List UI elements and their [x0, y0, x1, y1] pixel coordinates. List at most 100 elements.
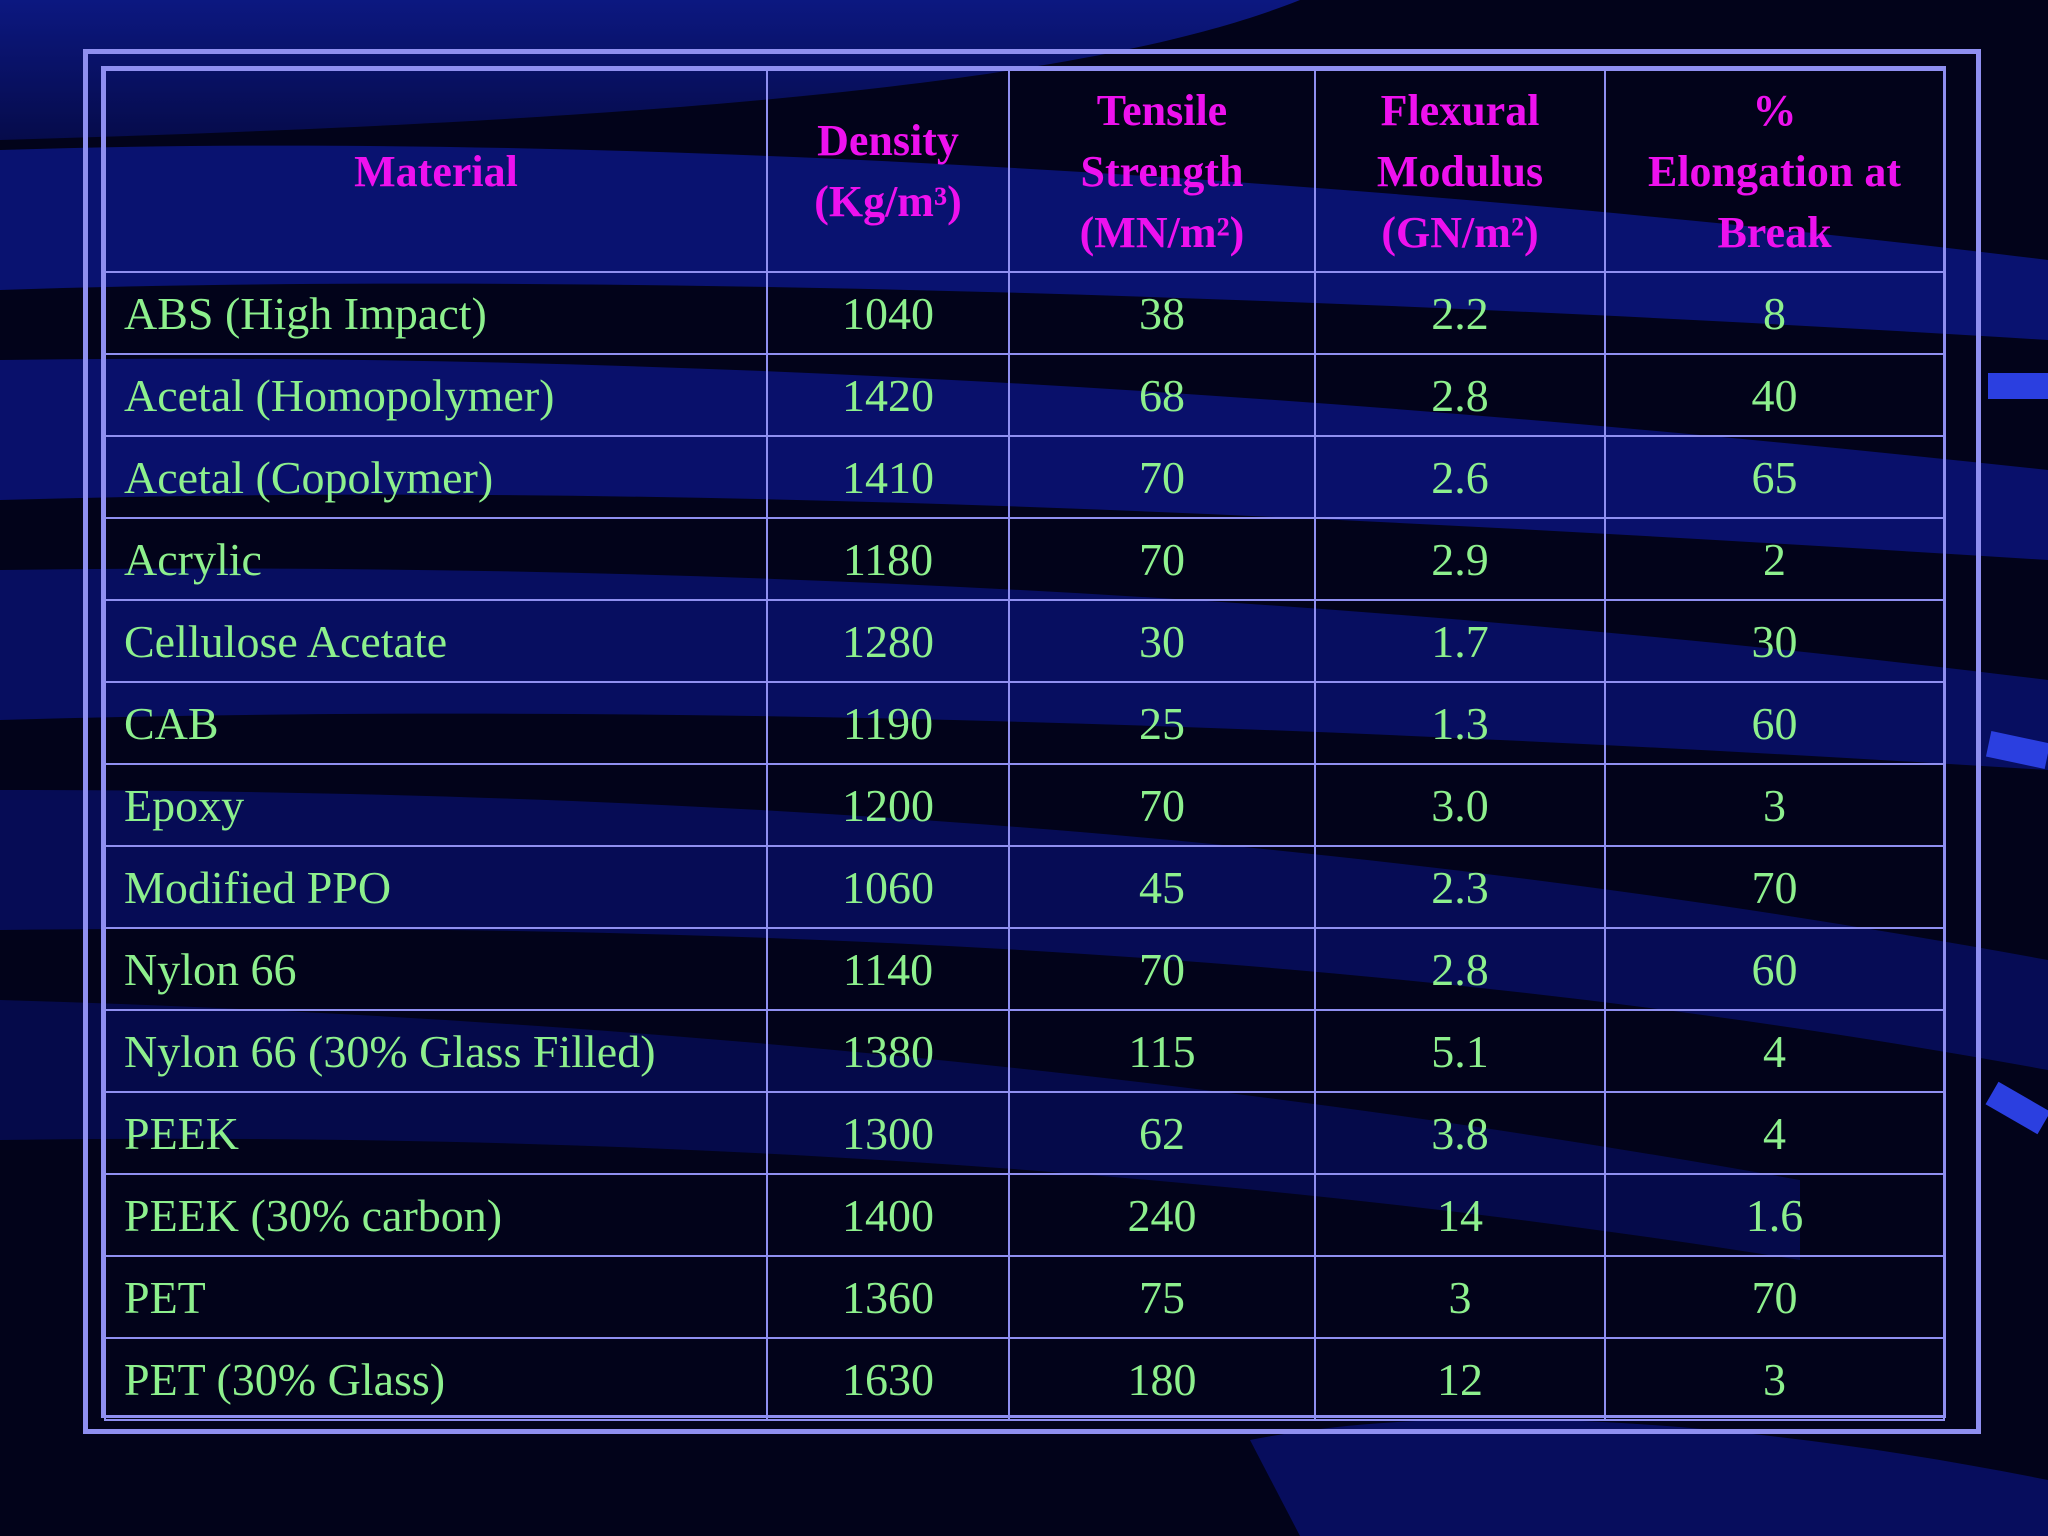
cell-flexural-modulus: 3: [1314, 1255, 1606, 1339]
header-row: Material Density (Kg/m³) Tensile Strengt…: [104, 69, 1945, 273]
header-line: Elongation at: [1647, 146, 1902, 196]
cell-tensile-strength: 38: [1008, 271, 1316, 355]
cell-elongation: 70: [1604, 1255, 1945, 1339]
cell-material: Nylon 66: [104, 927, 768, 1011]
header-line: Flexural: [1380, 85, 1540, 135]
table-row: PET (30% Glass) 1630 180 12 3: [104, 1337, 1945, 1421]
cell-material: Cellulose Acetate: [104, 599, 768, 683]
cell-elongation: 40: [1604, 353, 1945, 437]
header-line: Modulus: [1376, 146, 1544, 196]
cell-density: 1140: [766, 927, 1010, 1011]
cell-density: 1400: [766, 1173, 1010, 1257]
cell-elongation: 3: [1604, 1337, 1945, 1421]
header-line: (GN/m²): [1381, 207, 1539, 257]
cell-density: 1190: [766, 681, 1010, 765]
cell-flexural-modulus: 2.6: [1314, 435, 1606, 519]
table-row: ABS (High Impact) 1040 38 2.2 8: [104, 271, 1945, 355]
cell-tensile-strength: 70: [1008, 763, 1316, 847]
cell-flexural-modulus: 3.0: [1314, 763, 1606, 847]
header-line: Strength: [1080, 146, 1244, 196]
header-line: Material: [354, 146, 518, 196]
cell-elongation: 60: [1604, 927, 1945, 1011]
cell-tensile-strength: 45: [1008, 845, 1316, 929]
table-body: ABS (High Impact) 1040 38 2.2 8 Acetal (Homop…: [104, 271, 1945, 1421]
cell-density: 1280: [766, 599, 1010, 683]
cell-density: 1420: [766, 353, 1010, 437]
accent-tab-1: [1988, 373, 2048, 399]
table-row: Acetal (Homopolymer) 1420 68 2.8 40: [104, 353, 1945, 437]
cell-flexural-modulus: 5.1: [1314, 1009, 1606, 1093]
cell-density: 1060: [766, 845, 1010, 929]
table-row: Cellulose Acetate 1280 30 1.7 30: [104, 599, 1945, 683]
table-row: Modified PPO 1060 45 2.3 70: [104, 845, 1945, 929]
table-row: CAB 1190 25 1.3 60: [104, 681, 1945, 765]
table-row: Nylon 66 (30% Glass Filled) 1380 115 5.1 4: [104, 1009, 1945, 1093]
cell-density: 1040: [766, 271, 1010, 355]
cell-flexural-modulus: 2.3: [1314, 845, 1606, 929]
cell-density: 1380: [766, 1009, 1010, 1093]
cell-material: Acetal (Homopolymer): [104, 353, 768, 437]
cell-density: 1630: [766, 1337, 1010, 1421]
cell-tensile-strength: 75: [1008, 1255, 1316, 1339]
cell-material: CAB: [104, 681, 768, 765]
header-line: Density: [817, 116, 959, 165]
cell-density: 1360: [766, 1255, 1010, 1339]
cell-density: 1200: [766, 763, 1010, 847]
cell-material: Epoxy: [104, 763, 768, 847]
cell-tensile-strength: 62: [1008, 1091, 1316, 1175]
cell-elongation: 4: [1604, 1091, 1945, 1175]
cell-density: 1300: [766, 1091, 1010, 1175]
cell-flexural-modulus: 3.8: [1314, 1091, 1606, 1175]
table-row: Acrylic 1180 70 2.9 2: [104, 517, 1945, 601]
cell-elongation: 70: [1604, 845, 1945, 929]
cell-material: Acetal (Copolymer): [104, 435, 768, 519]
cell-tensile-strength: 70: [1008, 435, 1316, 519]
cell-elongation: 30: [1604, 599, 1945, 683]
cell-material: Acrylic: [104, 517, 768, 601]
cell-flexural-modulus: 12: [1314, 1337, 1606, 1421]
cell-flexural-modulus: 2.9: [1314, 517, 1606, 601]
header-line: %: [1752, 85, 1797, 135]
cell-elongation: 60: [1604, 681, 1945, 765]
cell-density: 1180: [766, 517, 1010, 601]
cell-elongation: 8: [1604, 271, 1945, 355]
material-properties-table: Material Density (Kg/m³) Tensile Strengt…: [104, 69, 1945, 1421]
cell-tensile-strength: 70: [1008, 517, 1316, 601]
header-line: Tensile: [1096, 85, 1228, 135]
cell-tensile-strength: 25: [1008, 681, 1316, 765]
cell-tensile-strength: 240: [1008, 1173, 1316, 1257]
table-row: Epoxy 1200 70 3.0 3: [104, 763, 1945, 847]
cell-tensile-strength: 68: [1008, 353, 1316, 437]
cell-flexural-modulus: 2.8: [1314, 927, 1606, 1011]
cell-tensile-strength: 70: [1008, 927, 1316, 1011]
cell-flexural-modulus: 2.8: [1314, 353, 1606, 437]
cell-material: Modified PPO: [104, 845, 768, 929]
header-line: (Kg/m³): [814, 177, 962, 226]
cell-material: PET: [104, 1255, 768, 1339]
cell-density: 1410: [766, 435, 1010, 519]
cell-tensile-strength: 180: [1008, 1337, 1316, 1421]
table-row: PET 1360 75 3 70: [104, 1255, 1945, 1339]
cell-material: PET (30% Glass): [104, 1337, 768, 1421]
header-flexural-modulus: Flexural Modulus (GN/m²): [1314, 69, 1606, 273]
cell-flexural-modulus: 1.3: [1314, 681, 1606, 765]
header-elongation: % Elongation at Break: [1604, 69, 1945, 273]
header-density: Density (Kg/m³): [766, 69, 1010, 273]
cell-tensile-strength: 30: [1008, 599, 1316, 683]
table-frame-outer: [83, 49, 1981, 1434]
table-row: Acetal (Copolymer) 1410 70 2.6 65: [104, 435, 1945, 519]
cell-material: PEEK (30% carbon): [104, 1173, 768, 1257]
header-tensile-strength: Tensile Strength (MN/m²): [1008, 69, 1316, 273]
header-line: (MN/m²): [1079, 207, 1245, 257]
header-line: Break: [1717, 207, 1832, 257]
cell-flexural-modulus: 14: [1314, 1173, 1606, 1257]
cell-flexural-modulus: 1.7: [1314, 599, 1606, 683]
cell-elongation: 65: [1604, 435, 1945, 519]
cell-material: Nylon 66 (30% Glass Filled): [104, 1009, 768, 1093]
cell-elongation: 1.6: [1604, 1173, 1945, 1257]
cell-material: PEEK: [104, 1091, 768, 1175]
cell-tensile-strength: 115: [1008, 1009, 1316, 1093]
cell-elongation: 2: [1604, 517, 1945, 601]
table-row: PEEK 1300 62 3.8 4: [104, 1091, 1945, 1175]
cell-material: ABS (High Impact): [104, 271, 768, 355]
